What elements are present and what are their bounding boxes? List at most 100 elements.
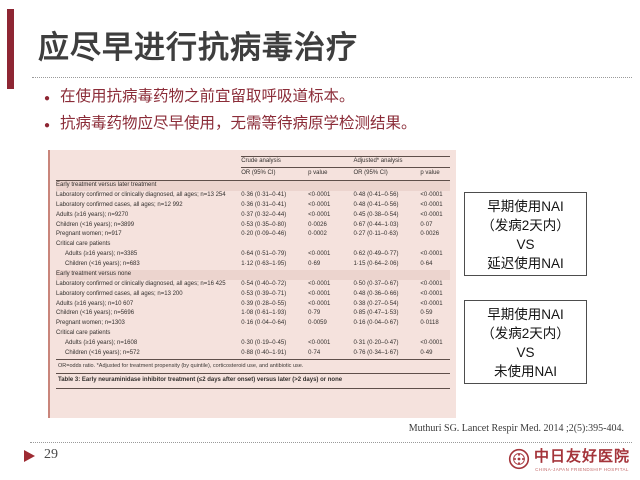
bullet-text: 抗病毒药物应尽早使用，无需等待病原学检测结果。 xyxy=(60,115,417,132)
box-line: （发病2天内） xyxy=(481,218,570,233)
list-item: ● 抗病毒药物应尽早使用，无需等待病原学检测结果。 xyxy=(44,111,624,138)
table-row: Critical care patients xyxy=(56,329,450,339)
table-cell: 0·48 (0·41–0·56) xyxy=(353,201,399,208)
table-cell: 0·0026 xyxy=(420,231,440,238)
comparison-box-early-vs-later: 早期使用NAI （发病2天内） VS 延迟使用NAI xyxy=(464,192,587,276)
table-cell: <0·0001 xyxy=(308,290,331,297)
column-header: p value xyxy=(308,167,354,181)
row-label: Children (<16 years); n=5696 xyxy=(56,310,135,317)
row-label: Laboratory confirmed cases, all ages; n=… xyxy=(56,290,183,297)
table-cell: 0·30 (0·19–0·45) xyxy=(241,340,287,347)
box-line: 未使用NAI xyxy=(493,364,557,379)
row-label: Pregnant women; n=917 xyxy=(56,231,122,238)
table-cell: 0·0002 xyxy=(308,231,327,238)
table-section-row: Early treatment versus later treatment xyxy=(56,180,450,191)
table-cell: <0·0001 xyxy=(420,280,443,287)
footer-divider xyxy=(30,442,632,443)
table-cell: <0·0001 xyxy=(308,280,331,287)
bullet-icon: ● xyxy=(44,93,51,104)
table-cell: <0·0001 xyxy=(420,340,443,347)
table-footnote: OR=odds ratio. *Adjusted for treatment p… xyxy=(56,358,450,373)
hospital-logo-text: 中日友好医院 CHINA-JAPAN FRIENDSHIP HOSPITAL xyxy=(534,445,630,472)
table-row: Laboratory confirmed cases, all ages; n=… xyxy=(56,201,450,211)
table-row: Adults (≥16 years); n=10 607 0·39 (0·28–0… xyxy=(56,299,450,309)
table-cell: <0·0001 xyxy=(308,191,331,198)
table-row: Pregnant women; n=917 0·20 (0·09–0·46) 0·0… xyxy=(56,230,450,240)
table-cell: 0·79 xyxy=(308,310,321,317)
table-cell: 0·36 (0·31–0·41) xyxy=(241,201,287,208)
table-cell: 1·08 (0·61–1·93) xyxy=(241,310,287,317)
table-cell xyxy=(241,240,308,250)
table-cell: 0·53 (0·39–0·71) xyxy=(241,290,287,297)
table-cell xyxy=(56,157,241,168)
table-cell: 0·69 xyxy=(308,261,321,268)
table-row: Children (<16 years); n=5696 1·08 (0·61–1… xyxy=(56,309,450,319)
table-cell: 0·54 (0·40–0·72) xyxy=(241,280,287,287)
box-line: （发病2天内） xyxy=(481,326,570,341)
table-cell: <0·0001 xyxy=(308,201,331,208)
table-row: Children (<16 years); n=572 0·88 (0·40–1·… xyxy=(56,349,450,359)
title-divider xyxy=(32,77,632,78)
table-cell: 0·38 (0·27–0·54) xyxy=(353,300,399,307)
table-cell: 1·12 (0·63–1·95) xyxy=(241,261,287,268)
table-cell: 0·50 (0·37–0·67) xyxy=(353,280,399,287)
row-label: Adults (≥16 years); n=3385 xyxy=(65,251,138,258)
table-row: Critical care patients xyxy=(56,240,450,250)
hospital-emblem-icon xyxy=(508,448,530,469)
page-title: 应尽早进行抗病毒治疗 xyxy=(38,30,358,65)
table-cell: <0·0001 xyxy=(420,251,443,258)
table-cell: 0·36 (0·31–0·41) xyxy=(241,191,287,198)
table-cell: 0·76 (0·34–1·67) xyxy=(353,349,399,356)
table-cell: 0·07 xyxy=(420,221,433,228)
table-cell: <0·0001 xyxy=(420,300,443,307)
table-cell: 0·0059 xyxy=(308,320,327,327)
row-label: Children (<16 years); n=683 xyxy=(65,261,140,268)
table-row: Laboratory confirmed or clinically diagn… xyxy=(56,280,450,290)
table-cell: 0·45 (0·38–0·54) xyxy=(353,211,399,218)
table-row: Adults (≥16 years); n=1608 0·30 (0·19–0·4… xyxy=(56,339,450,349)
table-cell: 0·59 xyxy=(420,310,433,317)
row-label: Laboratory confirmed cases, all ages; n=… xyxy=(56,201,183,208)
table-cell xyxy=(308,329,353,339)
row-label: Pregnant women; n=1303 xyxy=(56,320,125,327)
table-cell: 0·0118 xyxy=(420,320,439,327)
table-cell: 0·67 (0·44–1·03) xyxy=(353,221,399,228)
table-row: Laboratory confirmed or clinically diagn… xyxy=(56,191,450,201)
table-caption-row: Table 3: Early neuraminidase inhibitor t… xyxy=(56,372,450,389)
row-label: Adults (≥16 years); n=1608 xyxy=(65,340,138,347)
table-cell: 0·27 (0·11–0·63) xyxy=(353,231,399,238)
table-footnote-row: OR=odds ratio. *Adjusted for treatment p… xyxy=(56,358,450,373)
table-cell: <0·0001 xyxy=(420,290,443,297)
row-label: Critical care patients xyxy=(56,241,111,248)
table-section-row: Early treatment versus none xyxy=(56,269,450,280)
table-cell: 0·37 (0·32–0·44) xyxy=(241,211,287,218)
table-row: Laboratory confirmed cases, all ages; n=… xyxy=(56,290,450,300)
box-line: 早期使用NAI xyxy=(487,307,564,322)
bullet-text: 在使用抗病毒药物之前宜留取呼吸道标本。 xyxy=(60,88,355,105)
table-cell xyxy=(308,240,353,250)
table-cell: 0·88 (0·40–1·91) xyxy=(241,349,287,356)
table-cell: 0·48 (0·36–0·66) xyxy=(353,290,399,297)
column-group-crude: Crude analysis xyxy=(241,156,354,168)
table-cell: 0·16 (0·04–0·64) xyxy=(241,320,287,327)
table-cell: 0·74 xyxy=(308,349,321,356)
column-header: OR (95% CI) xyxy=(241,167,309,181)
reference-citation: Muthuri SG. Lancet Respir Med. 2014 ;2(5… xyxy=(408,423,624,434)
table-cell: <0·0001 xyxy=(308,300,331,307)
table-cell xyxy=(241,329,308,339)
table-row: Adults (≥16 years); n=3385 0·64 (0·51–0·7… xyxy=(56,250,450,260)
table-cell: 0·0026 xyxy=(308,221,327,228)
hospital-logo: 中日友好医院 CHINA-JAPAN FRIENDSHIP HOSPITAL xyxy=(508,445,630,472)
table-cell: 0·62 (0·49–0·77) xyxy=(353,251,399,258)
row-label: Children (<16 years); n=572 xyxy=(65,349,140,356)
lancet-table-figure: Crude analysis Adjusted* analysis OR (95… xyxy=(48,150,456,418)
table-cell: 0·53 (0·35–0·80) xyxy=(241,221,287,228)
table-cell: 0·39 (0·28–0·55) xyxy=(241,300,287,307)
table-cell xyxy=(353,329,420,339)
table-cell: <0·0001 xyxy=(420,191,443,198)
title-accent-bar xyxy=(7,9,14,89)
table-cell xyxy=(353,240,420,250)
page-number: 29 xyxy=(44,447,58,462)
table-row: Children (<16 years); n=3899 0·53 (0·35–0… xyxy=(56,220,450,230)
